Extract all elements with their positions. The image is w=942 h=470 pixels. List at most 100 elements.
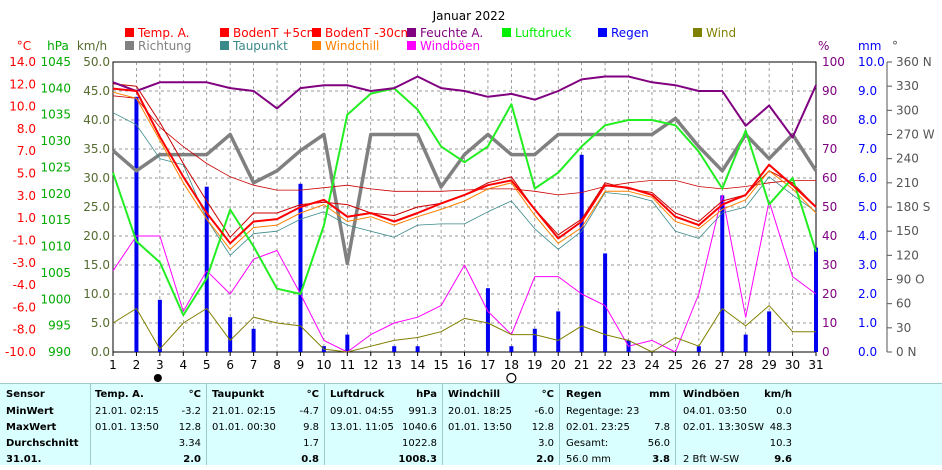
tick-label-celsius: 7.0	[17, 144, 36, 158]
stats-boeen-min-time: 04.01. 03:50	[683, 406, 747, 417]
series-line-bodent-30cm	[112, 95, 816, 196]
unit-label-percent: %	[818, 39, 829, 53]
stats-druck-min-value: 991.3	[408, 406, 437, 417]
stats-temp-last: 2.0	[183, 454, 201, 465]
stats-druck-max-time: 13.01. 11:05	[330, 422, 394, 433]
stats-col-sensor: Sensor MinWert MaxWert Durchschnitt 31.0…	[0, 384, 90, 465]
tick-label-kmh: 5.0	[91, 316, 110, 330]
rain-bar	[556, 311, 561, 352]
stats-chill-min-time: 20.01. 18:25	[448, 406, 512, 417]
x-tick-label: 15	[433, 358, 448, 372]
stats-chill-max-value: 12.8	[531, 422, 554, 433]
stats-temp-min-value: -3.2	[181, 406, 201, 417]
rain-bar	[157, 299, 162, 352]
tick-label-celsius: 10.0	[9, 100, 36, 114]
tick-label-hpa: 1045	[40, 55, 71, 69]
stats-boeen-min-value: 0.0	[776, 406, 792, 417]
rain-bar	[134, 96, 139, 352]
stats-tau-min-time: 21.01. 02:15	[212, 406, 276, 417]
series-line-windb-en	[112, 194, 817, 353]
tick-label-direction: 0 N	[896, 345, 916, 359]
tick-label-hpa: 1000	[40, 292, 71, 306]
tick-label-celsius: 14.0	[9, 55, 36, 69]
tick-label-mm: 3.0	[858, 258, 877, 272]
tick-label-celsius: -4.0	[13, 278, 36, 292]
tick-label-kmh: 30.0	[83, 171, 110, 185]
rain-bar	[767, 311, 772, 352]
tick-label-hpa: 1005	[40, 266, 71, 280]
tick-label-mm: 5.0	[858, 200, 877, 214]
tick-label-mm: 1.0	[858, 316, 877, 330]
legend-swatch-windboeen	[407, 41, 416, 50]
chart-title: Januar 2022	[432, 9, 506, 23]
stats-regen-last-label: 56.0 mm	[566, 454, 611, 465]
stats-druck-avg: 1022.8	[402, 438, 437, 449]
rain-bar	[228, 317, 233, 352]
legend-swatch-feuchte	[407, 28, 416, 37]
stats-druck-min-time: 09.01. 04:55	[330, 406, 394, 417]
tick-label-hpa: 1015	[40, 213, 71, 227]
statistics-table: Sensor MinWert MaxWert Durchschnitt 31.0…	[0, 383, 942, 465]
stats-boeen-last-label: 2 Bft W-SW	[683, 454, 740, 465]
legend-swatch-boden5	[220, 28, 229, 37]
stats-regen-max-value: 7.8	[654, 422, 670, 433]
series-line-wind	[112, 305, 816, 353]
x-tick-label: 1	[109, 358, 117, 372]
x-tick-label: 18	[504, 358, 519, 372]
tick-label-direction: 210	[896, 176, 919, 190]
unit-label-mm: mm	[858, 39, 881, 53]
stats-col-taupunkt: Taupunkt °C 21.01. 02:15 -4.7 01.01. 00:30…	[206, 384, 325, 465]
stats-boeen-header: Windböen	[683, 389, 740, 400]
legend-label-regen: Regen	[611, 26, 649, 40]
stats-druck-header: Luftdruck	[330, 389, 385, 400]
tick-label-hpa: 1025	[40, 160, 71, 174]
series-line-feuchte-a-	[112, 75, 817, 139]
stats-boeen-unit: km/h	[764, 389, 792, 400]
rain-bar	[814, 247, 818, 352]
legend-swatch-windchill	[312, 41, 321, 50]
rain-bar	[415, 346, 420, 352]
stats-temp-avg: 3.34	[178, 438, 201, 449]
tick-label-hpa: 1020	[40, 187, 71, 201]
x-tick-label: 16	[457, 358, 472, 372]
stats-tau-min-value: -4.7	[299, 406, 319, 417]
x-tick-label: 9	[297, 358, 305, 372]
x-tick-label: 30	[785, 358, 800, 372]
tick-label-celsius: -6.0	[13, 300, 36, 314]
tick-label-mm: 9.0	[858, 84, 877, 98]
tick-label-kmh: 0.0	[91, 345, 110, 359]
stats-tau-max-time: 01.01. 00:30	[212, 422, 276, 433]
tick-label-kmh: 40.0	[83, 113, 110, 127]
x-tick-label: 4	[179, 358, 187, 372]
tick-label-hpa: 1010	[40, 240, 71, 254]
x-tick-label: 24	[644, 358, 659, 372]
tick-label-direction: 360 N	[896, 55, 932, 69]
series-lines	[111, 75, 818, 353]
tick-label-percent: 40	[822, 229, 837, 243]
tick-label-kmh: 10.0	[83, 287, 110, 301]
tick-label-mm: 8.0	[858, 113, 877, 127]
tick-label-celsius: -3.0	[13, 256, 36, 270]
x-tick-label: 19	[527, 358, 542, 372]
stats-max-label: MaxWert	[6, 422, 57, 433]
tick-label-hpa: 1030	[40, 134, 71, 148]
x-tick-label: 23	[621, 358, 636, 372]
tick-label-hpa: 990	[48, 345, 71, 359]
unit-label-hpa: hPa	[47, 39, 69, 53]
legend-label-boden30: BodenT -30cm	[325, 26, 412, 40]
x-tick-label: 7	[250, 358, 258, 372]
x-tick-label: 2	[133, 358, 141, 372]
stats-tau-header: Taupunkt	[212, 389, 265, 400]
x-tick-label: 6	[226, 358, 234, 372]
stats-chill-unit: °C	[541, 389, 554, 400]
x-tick-label: 29	[761, 358, 776, 372]
x-tick-label: 22	[597, 358, 612, 372]
x-tick-label: 13	[387, 358, 402, 372]
series-line-windchill	[112, 91, 817, 250]
legend-label-temp: Temp. A.	[137, 26, 189, 40]
tick-label-mm: 7.0	[858, 142, 877, 156]
stats-regen-gesamt-label: Gesamt:	[566, 438, 609, 449]
legend-swatch-luftdruck	[502, 28, 511, 37]
rain-bar	[532, 328, 537, 352]
series-line-richtung	[111, 116, 818, 266]
